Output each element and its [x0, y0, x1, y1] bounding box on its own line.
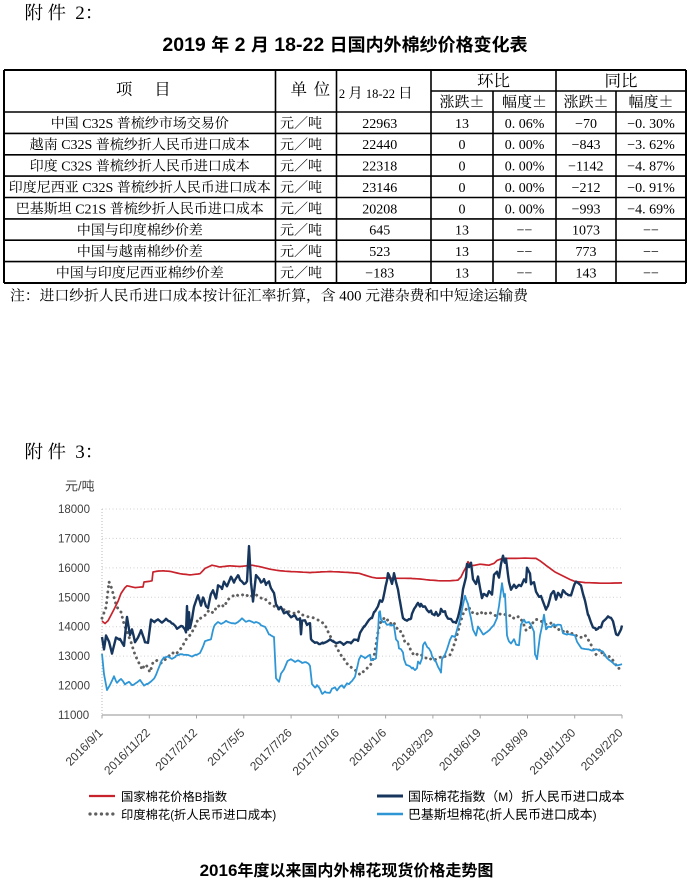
- svg-text:−0. 91%: −0. 91%: [627, 181, 675, 196]
- svg-text:0: 0: [459, 160, 466, 175]
- svg-text:523: 523: [369, 245, 390, 260]
- svg-text:C32S: C32S: [82, 181, 117, 196]
- svg-text:11000: 11000: [58, 710, 89, 722]
- svg-text:0. 00%: 0. 00%: [505, 202, 545, 217]
- svg-text:0. 00%: 0. 00%: [505, 138, 545, 153]
- svg-text:12000: 12000: [58, 681, 90, 693]
- svg-text:−843: −843: [572, 138, 601, 153]
- svg-text:(: (: [170, 810, 174, 822]
- svg-text:0. 06%: 0. 06%: [505, 117, 545, 132]
- svg-text:17000: 17000: [58, 533, 90, 545]
- svg-text:645: 645: [369, 224, 390, 239]
- svg-text:1073: 1073: [572, 224, 600, 239]
- svg-text:C32S: C32S: [61, 138, 96, 153]
- svg-text:0: 0: [459, 181, 466, 196]
- svg-text:13: 13: [455, 266, 469, 281]
- svg-text:2: 2: [75, 3, 85, 24]
- svg-text:18-22: 18-22: [366, 87, 398, 101]
- svg-text:16000: 16000: [58, 563, 90, 575]
- svg-text:0. 00%: 0. 00%: [505, 181, 545, 196]
- svg-text:400: 400: [339, 289, 365, 305]
- svg-text:18000: 18000: [58, 504, 90, 516]
- svg-text:773: 773: [576, 245, 597, 260]
- svg-text:22440: 22440: [362, 138, 397, 153]
- svg-text:2: 2: [235, 34, 251, 56]
- svg-text:13: 13: [455, 245, 469, 260]
- svg-text:M: M: [498, 790, 508, 804]
- svg-text:−183: −183: [365, 266, 394, 281]
- svg-text:13000: 13000: [58, 651, 90, 663]
- svg-text:15000: 15000: [58, 592, 90, 604]
- svg-text:22963: 22963: [362, 117, 397, 132]
- svg-text:23146: 23146: [362, 181, 397, 196]
- svg-text:2: 2: [339, 87, 348, 101]
- svg-text:C32S: C32S: [82, 117, 117, 132]
- svg-text:−0. 30%: −0. 30%: [627, 117, 675, 132]
- svg-text:−1142: −1142: [568, 160, 603, 175]
- svg-text:−−: −−: [517, 224, 533, 239]
- svg-text:20208: 20208: [362, 202, 397, 217]
- svg-text:0. 00%: 0. 00%: [505, 160, 545, 175]
- svg-text:13: 13: [455, 224, 469, 239]
- svg-text:18-22: 18-22: [274, 34, 329, 56]
- svg-text:−4. 87%: −4. 87%: [627, 160, 675, 175]
- svg-text:−−: −−: [643, 266, 659, 281]
- svg-text:0: 0: [459, 202, 466, 217]
- svg-text:−−: −−: [517, 266, 533, 281]
- svg-text:14000: 14000: [58, 622, 90, 634]
- svg-text:/: /: [78, 479, 82, 494]
- svg-text:): ): [593, 808, 597, 822]
- svg-text:13: 13: [455, 117, 469, 132]
- svg-text:−−: −−: [517, 245, 533, 260]
- svg-text:2016: 2016: [200, 861, 238, 880]
- svg-text:2019: 2019: [162, 34, 211, 56]
- svg-text:−212: −212: [572, 181, 601, 196]
- svg-text:): ): [272, 810, 276, 822]
- svg-text:−−: −−: [643, 224, 659, 239]
- svg-text:C21S: C21S: [75, 202, 110, 217]
- svg-text:−3. 62%: −3. 62%: [627, 138, 675, 153]
- svg-text:−−: −−: [643, 245, 659, 260]
- svg-text:B: B: [195, 792, 203, 804]
- svg-text:−70: −70: [575, 117, 597, 132]
- svg-text:−993: −993: [572, 202, 601, 217]
- svg-text:−4. 69%: −4. 69%: [627, 202, 675, 217]
- svg-text:C32S: C32S: [61, 160, 96, 175]
- svg-text:0: 0: [459, 138, 466, 153]
- svg-text:22318: 22318: [362, 160, 397, 175]
- svg-text:(: (: [485, 808, 489, 822]
- svg-text:3: 3: [75, 442, 85, 463]
- svg-text:143: 143: [576, 266, 597, 281]
